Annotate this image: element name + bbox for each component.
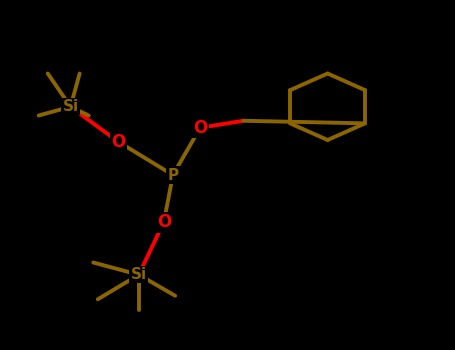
Text: Si: Si [131, 267, 147, 282]
Text: O: O [193, 119, 207, 137]
Text: O: O [111, 133, 126, 151]
Text: O: O [157, 213, 171, 231]
Text: P: P [167, 168, 178, 182]
Text: Si: Si [62, 99, 79, 114]
